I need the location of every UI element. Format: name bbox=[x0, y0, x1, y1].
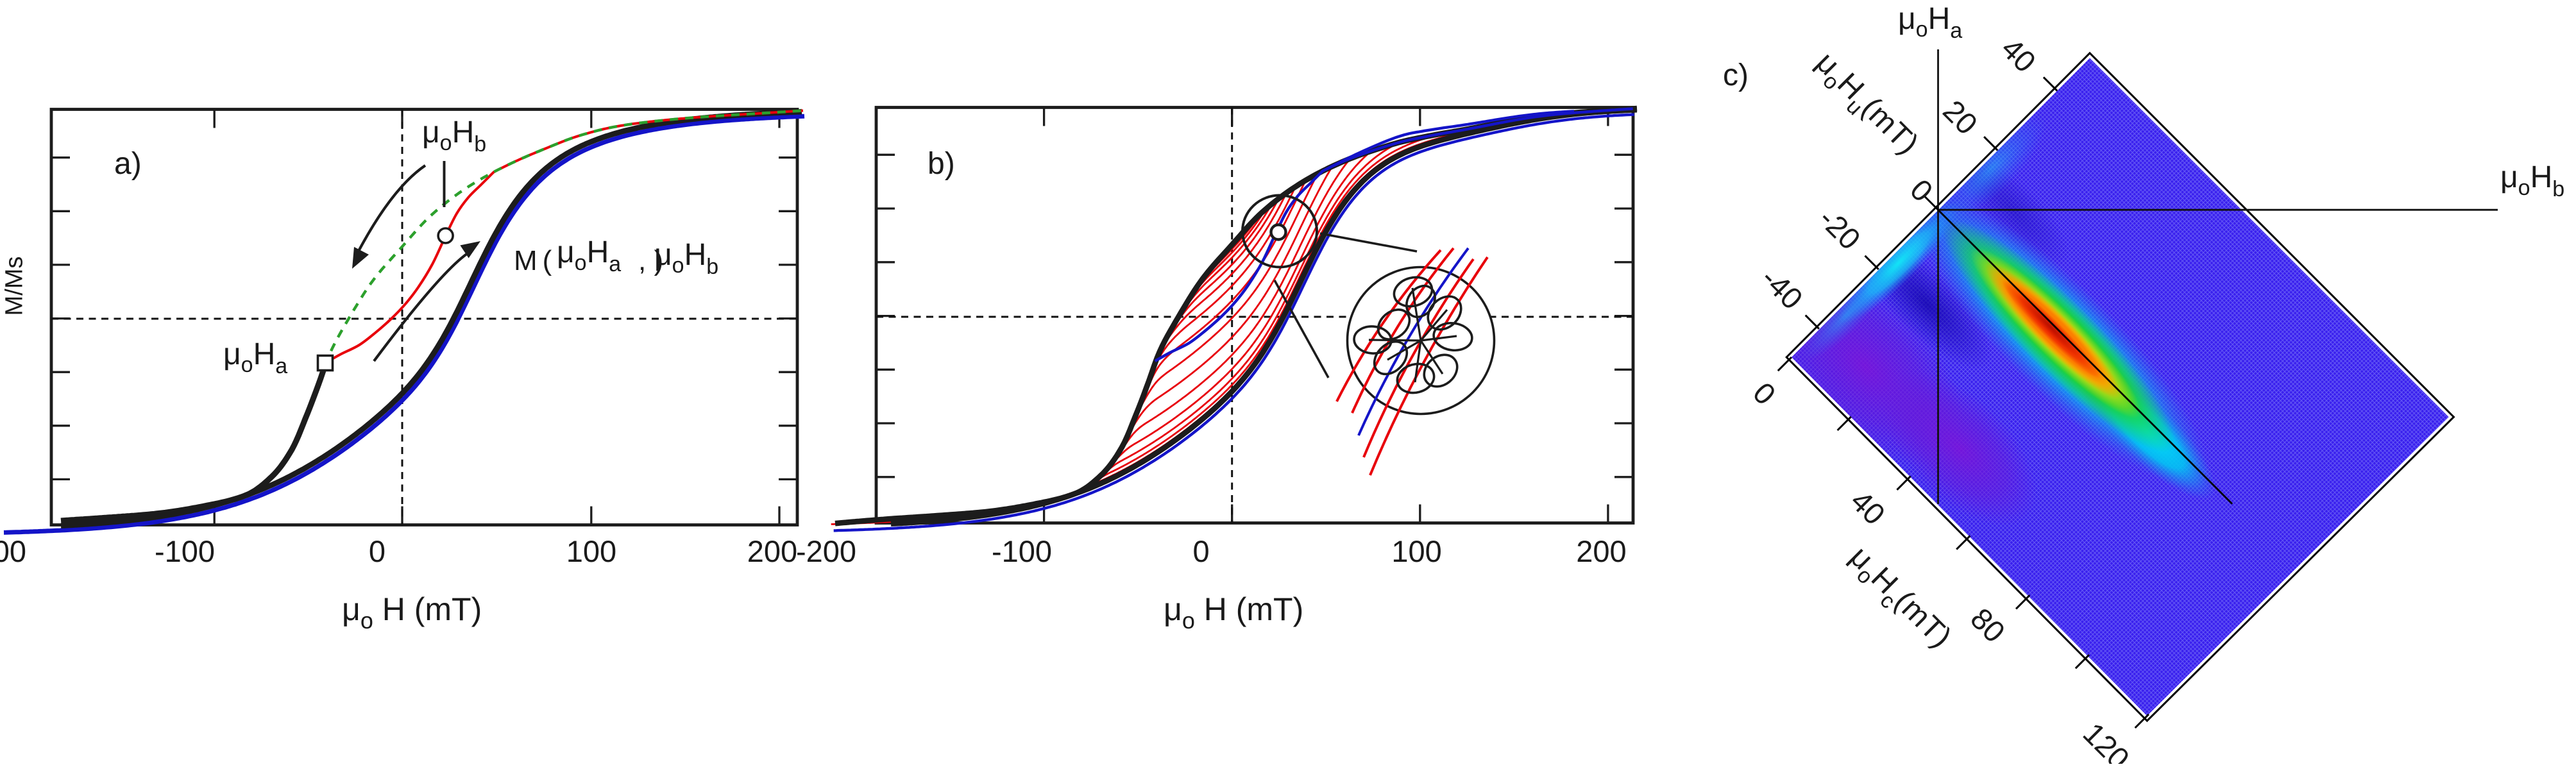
svg-text:M/Ms: M/Ms bbox=[1, 257, 28, 316]
svg-text:100: 100 bbox=[1391, 534, 1441, 568]
svg-text:-200: -200 bbox=[796, 534, 856, 568]
svg-text:0: 0 bbox=[1193, 534, 1210, 568]
svg-text:c): c) bbox=[1723, 58, 1749, 92]
svg-text:μo H (mT): μo H (mT) bbox=[342, 591, 482, 634]
svg-text:M(: M( bbox=[514, 245, 557, 276]
svg-text:0: 0 bbox=[369, 534, 386, 568]
svg-text:, ): , ) bbox=[638, 245, 663, 276]
svg-text:200: 200 bbox=[1576, 534, 1626, 568]
svg-text:-100: -100 bbox=[992, 534, 1052, 568]
svg-text:-100: -100 bbox=[155, 534, 215, 568]
svg-text:a): a) bbox=[114, 147, 142, 181]
svg-text:b): b) bbox=[928, 147, 955, 181]
svg-text:-200: -200 bbox=[0, 534, 26, 568]
svg-text:100: 100 bbox=[566, 534, 616, 568]
svg-text:200: 200 bbox=[747, 534, 797, 568]
